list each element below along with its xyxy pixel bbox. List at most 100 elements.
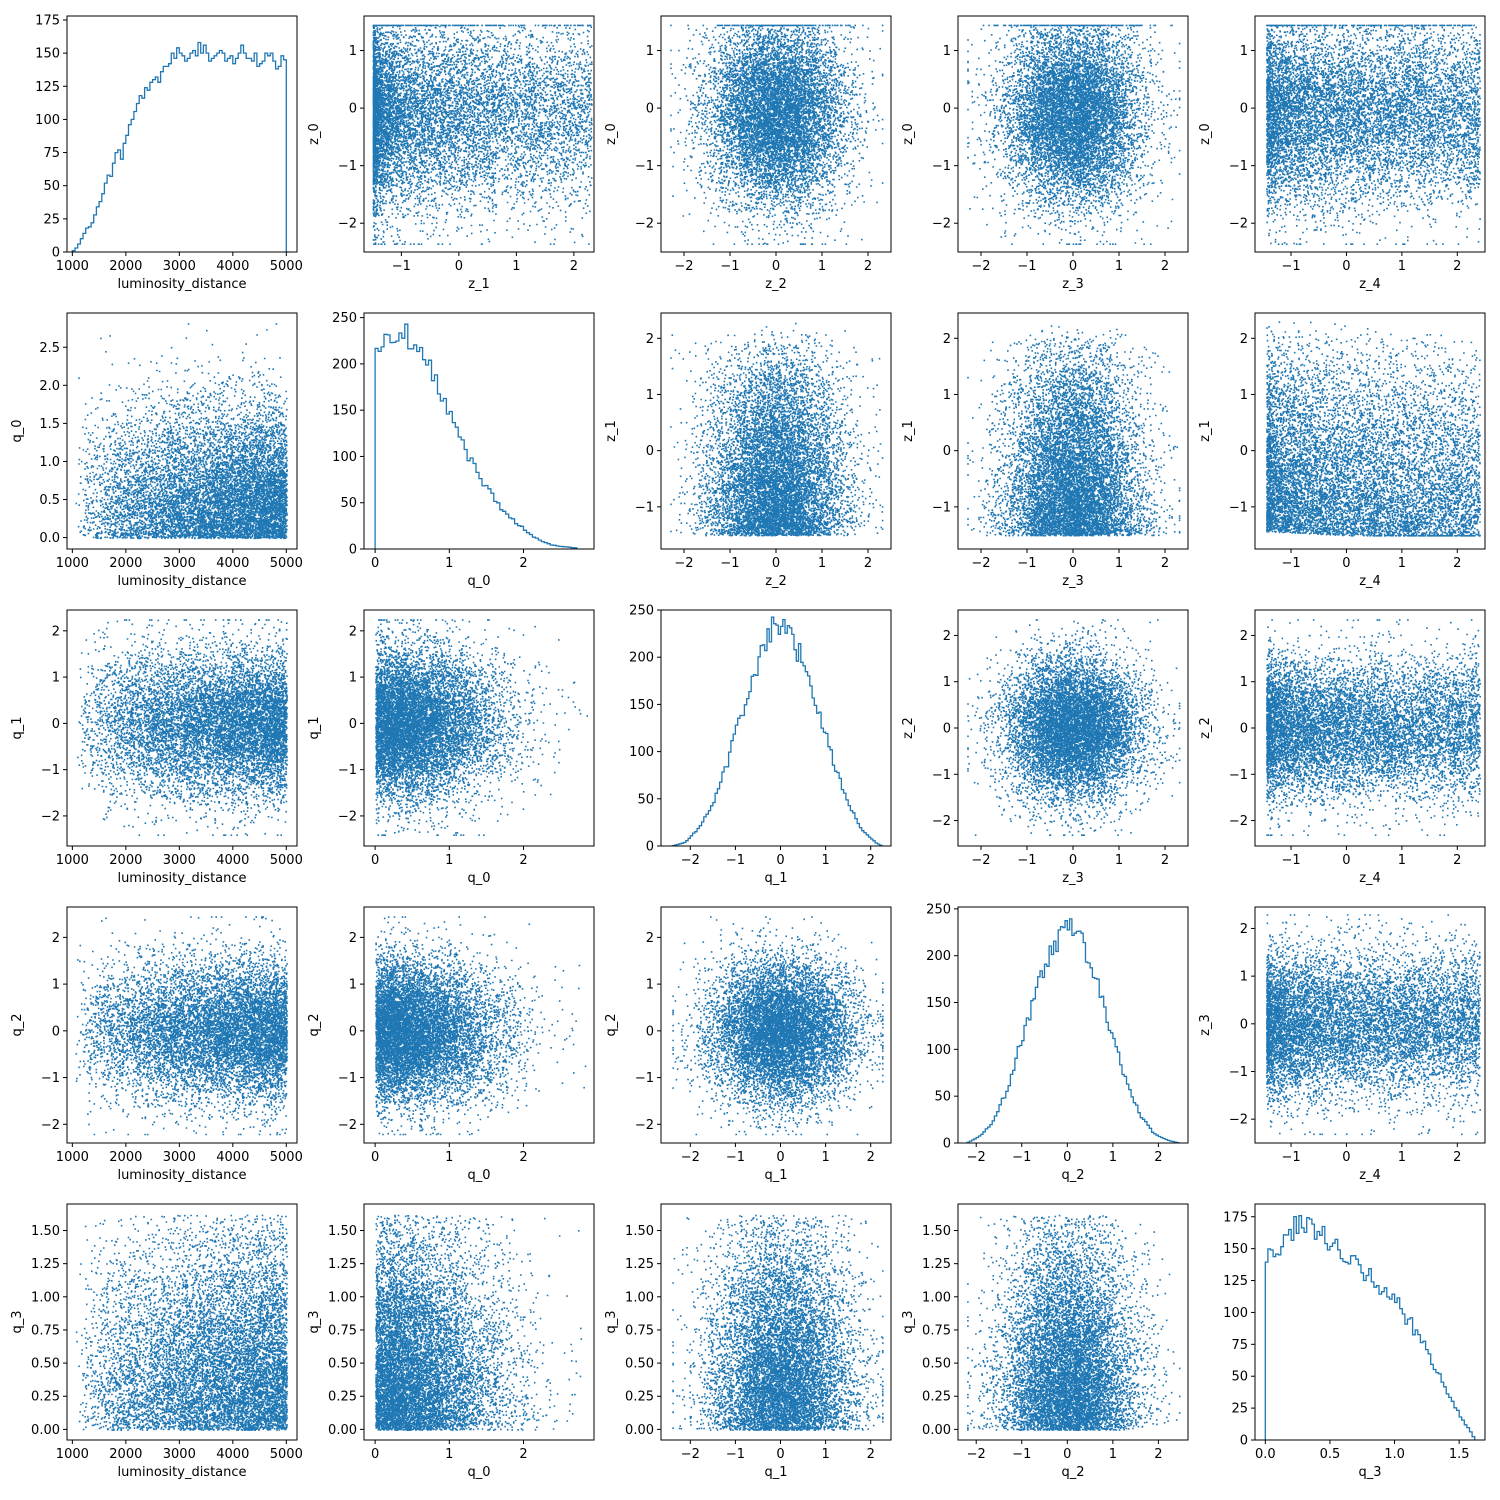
scatter-points xyxy=(1266,914,1481,1136)
y-tick-label: 1.50 xyxy=(31,1224,60,1239)
y-tick-label: 0.50 xyxy=(922,1357,951,1372)
y-tick-label: 0 xyxy=(646,840,654,855)
subplot-r0-c2: −2 −1 0 1 2 −2 −1 0 1 z_2 z_0 xyxy=(604,15,892,292)
x-tick-label: 2000 xyxy=(109,259,142,274)
x-tick-label: 0 xyxy=(1342,556,1350,571)
plot-marks xyxy=(670,24,884,245)
subplot-r1-c4: −1 0 1 2 −1 0 1 2 z_4 z_1 xyxy=(1198,312,1486,589)
y-tick-label: 2 xyxy=(1240,332,1248,347)
y-tick-label: 1 xyxy=(646,44,654,59)
y-tick-label: 1.0 xyxy=(39,455,60,470)
axes-frame xyxy=(363,15,595,253)
plot-marks xyxy=(375,619,588,836)
plot-marks xyxy=(1266,619,1482,836)
scatter-points xyxy=(967,325,1181,537)
x-axis-label: luminosity_distance xyxy=(117,574,246,589)
axes-frame xyxy=(363,906,595,1144)
scatter-points xyxy=(672,1214,884,1431)
x-tick-label: 2 xyxy=(1154,1447,1162,1462)
subplot-r1-c1: 0 1 2 0 50 100 150 200 250 q_0 xyxy=(332,311,595,589)
x-tick-label: 0 xyxy=(1069,259,1077,274)
y-axis-label: q_3 xyxy=(901,1310,916,1333)
y-tick-label: −2 xyxy=(635,1118,654,1133)
y-tick-label: 0 xyxy=(349,717,357,732)
y-tick-label: −1 xyxy=(1229,768,1248,783)
y-tick-label: 1 xyxy=(349,44,357,59)
plot-marks xyxy=(77,619,288,836)
axes-frame xyxy=(66,312,298,550)
x-axis-label: z_2 xyxy=(765,277,787,292)
x-axis-label: z_3 xyxy=(1062,277,1084,292)
subplot-r2-c4: −1 0 1 2 −2 −1 0 1 2 z_4 z_2 xyxy=(1198,609,1486,886)
x-tick-label: 1 xyxy=(1115,556,1123,571)
y-tick-label: 125 xyxy=(1223,1274,1248,1289)
y-tick-label: −1 xyxy=(41,763,60,778)
x-tick-label: 1000 xyxy=(56,1447,89,1462)
scatter-points xyxy=(672,916,884,1136)
x-tick-label: 1 xyxy=(1398,853,1406,868)
x-axis-label: q_0 xyxy=(467,574,490,589)
y-tick-label: 1.5 xyxy=(39,417,60,432)
scatter-points xyxy=(670,322,884,537)
y-tick-label: −2 xyxy=(932,217,951,232)
y-tick-label: 2 xyxy=(943,629,951,644)
y-tick-label: 0.75 xyxy=(922,1323,951,1338)
y-tick-label: −2 xyxy=(338,809,357,824)
x-tick-label: −1 xyxy=(720,556,739,571)
subplot-r2-c2: −2 −1 0 1 2 0 50 100 150 200 250 q_1 xyxy=(629,604,892,886)
x-tick-label: −2 xyxy=(674,259,693,274)
scatter-points xyxy=(75,323,288,540)
x-tick-label: 1 xyxy=(821,853,829,868)
y-tick-label: 1 xyxy=(943,388,951,403)
x-tick-label: 2 xyxy=(867,1447,875,1462)
subplot-r0-c1: −1 0 1 2 −2 −1 0 1 z_1 z_0 xyxy=(307,15,595,292)
y-tick-label: 0.75 xyxy=(328,1323,357,1338)
y-tick-label: 1 xyxy=(1240,388,1248,403)
x-tick-label: 2 xyxy=(519,1150,527,1165)
y-tick-label: 0 xyxy=(52,246,60,261)
x-tick-label: −1 xyxy=(1017,556,1036,571)
y-tick-label: 1 xyxy=(349,671,357,686)
x-tick-label: 1 xyxy=(445,853,453,868)
y-tick-label: 1 xyxy=(1240,970,1248,985)
x-tick-label: 5000 xyxy=(270,259,303,274)
y-tick-label: 0 xyxy=(646,102,654,117)
subplot-r3-c0: 1000 2000 3000 4000 5000 −2 −1 0 1 2 luminosity_di… xyxy=(10,906,303,1183)
x-tick-label: 4000 xyxy=(216,1150,249,1165)
x-tick-label: −1 xyxy=(726,853,745,868)
y-tick-label: 175 xyxy=(1223,1210,1248,1225)
y-axis-label: z_2 xyxy=(1198,717,1213,739)
y-tick-label: −1 xyxy=(1229,159,1248,174)
plot-marks xyxy=(672,916,884,1136)
x-axis-label: q_2 xyxy=(1061,1168,1084,1183)
x-tick-label: 2 xyxy=(1453,1150,1461,1165)
y-tick-label: 2 xyxy=(349,931,357,946)
plot-marks xyxy=(672,1214,884,1431)
x-axis-label: z_4 xyxy=(1359,574,1381,589)
plot-marks xyxy=(670,322,884,537)
scatter-points xyxy=(1266,321,1481,537)
x-tick-label: 0 xyxy=(1342,259,1350,274)
y-tick-label: −2 xyxy=(1229,217,1248,232)
x-tick-label: −1 xyxy=(1012,1150,1031,1165)
x-tick-label: 5000 xyxy=(270,1447,303,1462)
plot-marks xyxy=(75,323,288,540)
x-tick-label: −1 xyxy=(1017,259,1036,274)
x-tick-label: 2 xyxy=(1453,853,1461,868)
x-tick-label: 0 xyxy=(1069,853,1077,868)
y-tick-label: 0 xyxy=(646,444,654,459)
y-tick-label: 1.50 xyxy=(328,1224,357,1239)
scatter-points xyxy=(670,24,884,245)
plot-marks xyxy=(671,616,883,846)
y-tick-label: 50 xyxy=(637,792,654,807)
x-axis-label: z_4 xyxy=(1359,1168,1381,1183)
y-tick-label: −1 xyxy=(338,1071,357,1086)
y-tick-label: −1 xyxy=(932,500,951,515)
axes-frame xyxy=(363,312,595,550)
scatter-points xyxy=(375,619,588,836)
y-tick-label: 0 xyxy=(943,444,951,459)
y-tick-label: −1 xyxy=(635,159,654,174)
y-axis-label: z_0 xyxy=(1198,123,1213,145)
plot-marks xyxy=(1266,24,1481,245)
x-tick-label: 4000 xyxy=(216,259,249,274)
